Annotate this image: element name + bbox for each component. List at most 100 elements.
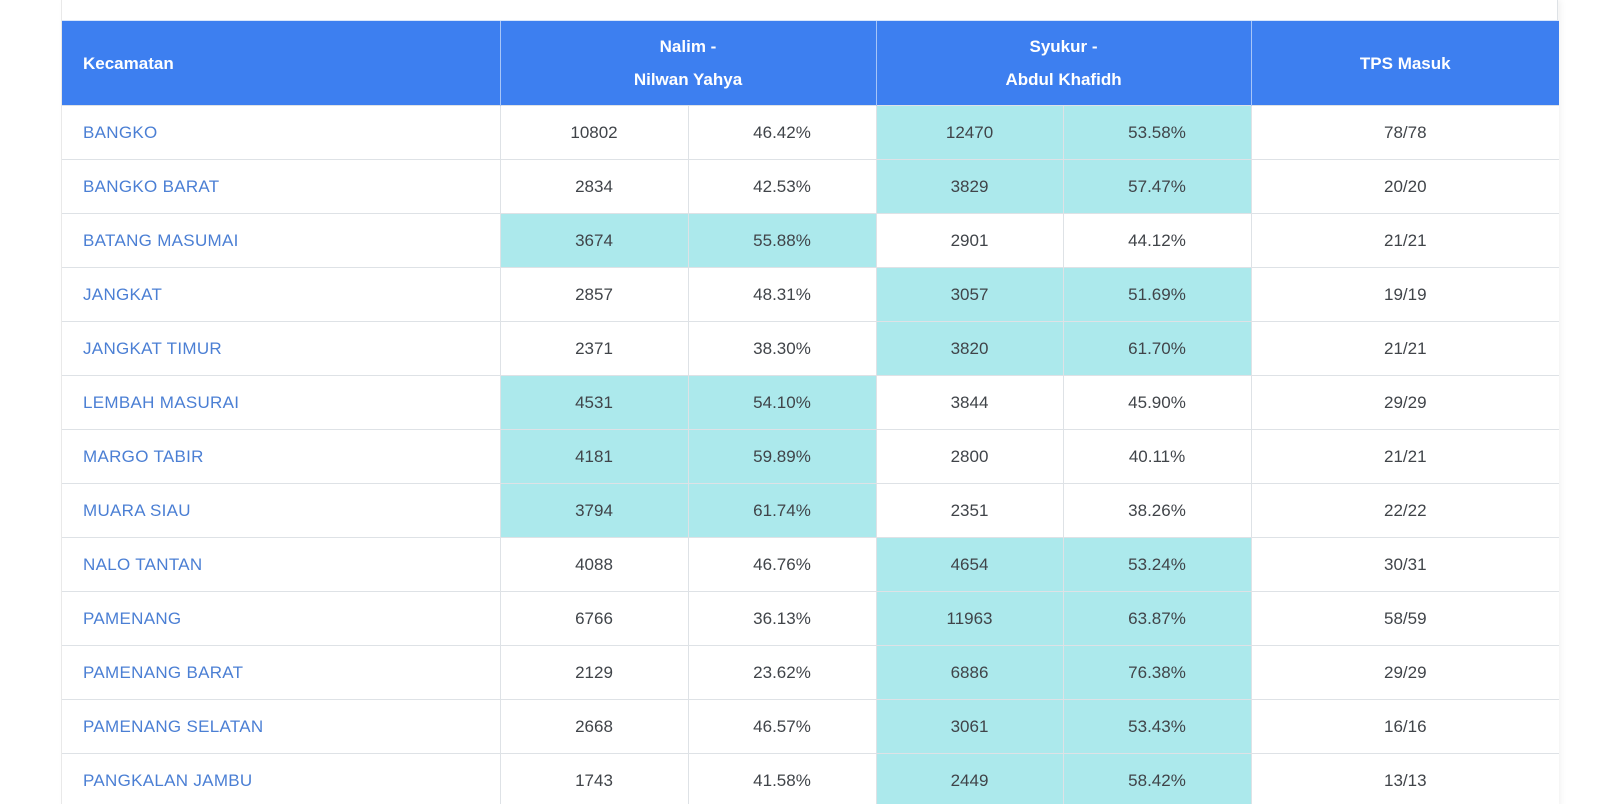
candidate1-votes-cell: 6766 <box>499 591 688 646</box>
candidate1-pct-cell: 55.88% <box>687 213 877 268</box>
tps-masuk-cell: 13/13 <box>1250 753 1560 804</box>
candidate1-votes-cell: 3794 <box>499 483 688 538</box>
candidate2-pct-cell: 53.24% <box>1062 537 1252 592</box>
candidate2-pct-cell: 58.42% <box>1062 753 1252 804</box>
candidate1-pct-cell: 46.76% <box>687 537 877 592</box>
kecamatan-link[interactable]: BATANG MASUMAI <box>83 230 239 250</box>
candidate1-pct-cell: 23.62% <box>687 645 877 700</box>
tps-masuk-cell: 21/21 <box>1250 213 1560 268</box>
candidate2-name-line2: Abdul Khafidh <box>1005 70 1122 89</box>
column-header-kecamatan: Kecamatan <box>62 20 500 106</box>
candidate1-pct-cell: 61.74% <box>687 483 877 538</box>
candidate1-pct-cell: 54.10% <box>687 375 877 430</box>
candidate1-votes-cell: 1743 <box>499 753 688 804</box>
candidate1-name-line1: Nalim - <box>659 37 717 56</box>
candidate1-votes-cell: 4531 <box>499 375 688 430</box>
candidate2-pct-cell: 45.90% <box>1062 375 1252 430</box>
candidate1-votes-cell: 2371 <box>499 321 688 376</box>
column-header-candidate1: Nalim - Nilwan Yahya <box>499 20 877 106</box>
kecamatan-link[interactable]: PANGKALAN JAMBU <box>83 770 253 790</box>
kecamatan-cell: LEMBAH MASURAI <box>62 375 500 430</box>
kecamatan-cell: JANGKAT TIMUR <box>62 321 500 376</box>
candidate2-pct-cell: 63.87% <box>1062 591 1252 646</box>
column-header-tps-masuk: TPS Masuk <box>1250 20 1560 106</box>
candidate2-votes-cell: 2449 <box>875 753 1064 804</box>
tps-masuk-cell: 22/22 <box>1250 483 1560 538</box>
table-row: PAMENANG BARAT 2129 23.62% 6886 76.38% 29/29 <box>62 645 1560 700</box>
candidate1-votes-cell: 2129 <box>499 645 688 700</box>
tps-masuk-cell: 21/21 <box>1250 321 1560 376</box>
candidate2-votes-cell: 2351 <box>875 483 1064 538</box>
candidate1-pct-cell: 42.53% <box>687 159 877 214</box>
tps-masuk-cell: 16/16 <box>1250 699 1560 754</box>
kecamatan-link[interactable]: BANGKO <box>83 122 158 142</box>
tps-masuk-cell: 19/19 <box>1250 267 1560 322</box>
table-row: MUARA SIAU 3794 61.74% 2351 38.26% 22/22 <box>62 483 1560 538</box>
results-table-body: BANGKO 10802 46.42% 12470 53.58% 78/78 BANGKO … <box>62 105 1560 804</box>
table-row: NALO TANTAN 4088 46.76% 4654 53.24% 30/31 <box>62 537 1560 592</box>
kecamatan-cell: BATANG MASUMAI <box>62 213 500 268</box>
kecamatan-link[interactable]: JANGKAT <box>83 284 163 304</box>
kecamatan-cell: NALO TANTAN <box>62 537 500 592</box>
kecamatan-cell: PAMENANG <box>62 591 500 646</box>
candidate1-votes-cell: 2834 <box>499 159 688 214</box>
candidate1-pct-cell: 36.13% <box>687 591 877 646</box>
table-row: BANGKO BARAT 2834 42.53% 3829 57.47% 20/20 <box>62 159 1560 214</box>
candidate2-pct-cell: 53.43% <box>1062 699 1252 754</box>
candidate2-votes-cell: 11963 <box>875 591 1064 646</box>
table-row: MARGO TABIR 4181 59.89% 2800 40.11% 21/21 <box>62 429 1560 484</box>
table-header: Kecamatan Nalim - Nilwan Yahya Syukur - … <box>62 20 1560 106</box>
candidate2-votes-cell: 3829 <box>875 159 1064 214</box>
candidate2-pct-cell: 51.69% <box>1062 267 1252 322</box>
candidate2-pct-cell: 53.58% <box>1062 105 1252 160</box>
kecamatan-link[interactable]: PAMENANG SELATAN <box>83 716 264 736</box>
kecamatan-link[interactable]: JANGKAT TIMUR <box>83 338 222 358</box>
table-row: BATANG MASUMAI 3674 55.88% 2901 44.12% 21/21 <box>62 213 1560 268</box>
candidate1-name-line2: Nilwan Yahya <box>633 70 743 89</box>
candidate2-votes-cell: 3061 <box>875 699 1064 754</box>
candidate1-pct-cell: 46.42% <box>687 105 877 160</box>
kecamatan-link[interactable]: BANGKO BARAT <box>83 176 220 196</box>
candidate2-votes-cell: 3844 <box>875 375 1064 430</box>
table-row: BANGKO 10802 46.42% 12470 53.58% 78/78 <box>62 105 1560 160</box>
candidate1-pct-cell: 41.58% <box>687 753 877 804</box>
table-row: JANGKAT 2857 48.31% 3057 51.69% 19/19 <box>62 267 1560 322</box>
candidate2-pct-cell: 57.47% <box>1062 159 1252 214</box>
candidate1-pct-cell: 38.30% <box>687 321 877 376</box>
column-header-candidate2: Syukur - Abdul Khafidh <box>875 20 1252 106</box>
kecamatan-cell: MARGO TABIR <box>62 429 500 484</box>
candidate2-votes-cell: 12470 <box>875 105 1064 160</box>
kecamatan-cell: JANGKAT <box>62 267 500 322</box>
tps-masuk-cell: 29/29 <box>1250 375 1560 430</box>
table-row: LEMBAH MASURAI 4531 54.10% 3844 45.90% 29/29 <box>62 375 1560 430</box>
kecamatan-cell: BANGKO BARAT <box>62 159 500 214</box>
candidate1-pct-cell: 48.31% <box>687 267 877 322</box>
candidate1-pct-cell: 59.89% <box>687 429 877 484</box>
candidate2-pct-cell: 61.70% <box>1062 321 1252 376</box>
tps-masuk-cell: 58/59 <box>1250 591 1560 646</box>
candidate2-votes-cell: 4654 <box>875 537 1064 592</box>
candidate1-pct-cell: 46.57% <box>687 699 877 754</box>
candidate2-name-line1: Syukur - <box>1029 37 1098 56</box>
candidate2-votes-cell: 2901 <box>875 213 1064 268</box>
kecamatan-cell: BANGKO <box>62 105 500 160</box>
kecamatan-link[interactable]: MARGO TABIR <box>83 446 204 466</box>
candidate2-votes-cell: 3057 <box>875 267 1064 322</box>
candidate2-pct-cell: 76.38% <box>1062 645 1252 700</box>
kecamatan-cell: MUARA SIAU <box>62 483 500 538</box>
kecamatan-link[interactable]: LEMBAH MASURAI <box>83 392 240 412</box>
table-row: JANGKAT TIMUR 2371 38.30% 3820 61.70% 21/21 <box>62 321 1560 376</box>
candidate2-pct-cell: 40.11% <box>1062 429 1252 484</box>
kecamatan-link[interactable]: PAMENANG BARAT <box>83 662 244 682</box>
candidate2-votes-cell: 3820 <box>875 321 1064 376</box>
kecamatan-link[interactable]: PAMENANG <box>83 608 182 628</box>
tps-masuk-cell: 78/78 <box>1250 105 1560 160</box>
tps-masuk-cell: 30/31 <box>1250 537 1560 592</box>
table-row: PAMENANG 6766 36.13% 11963 63.87% 58/59 <box>62 591 1560 646</box>
table-row: PANGKALAN JAMBU 1743 41.58% 2449 58.42% 13/13 <box>62 753 1560 804</box>
candidate2-votes-cell: 2800 <box>875 429 1064 484</box>
candidate1-votes-cell: 2668 <box>499 699 688 754</box>
kecamatan-link[interactable]: MUARA SIAU <box>83 500 191 520</box>
kecamatan-link[interactable]: NALO TANTAN <box>83 554 203 574</box>
results-table: Kecamatan Nalim - Nilwan Yahya Syukur - … <box>62 20 1560 804</box>
